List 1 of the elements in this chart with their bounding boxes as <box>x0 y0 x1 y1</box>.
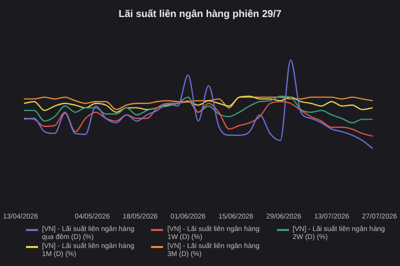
chart-title: Lãi suất liên ngân hàng phiên 29/7 <box>118 8 282 20</box>
